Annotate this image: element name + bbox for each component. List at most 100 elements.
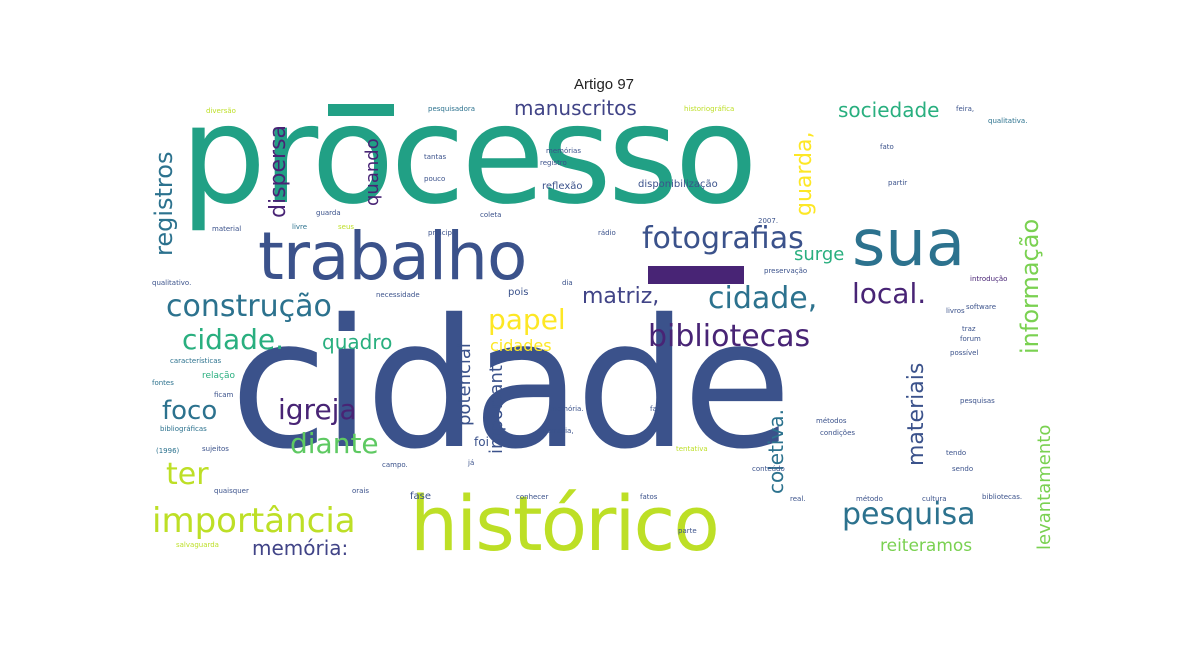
word-registros: registros (152, 151, 178, 256)
word-campo: campo. (382, 461, 408, 469)
word-pesquisadora: pesquisadora (428, 105, 476, 113)
word-materiais: materiais (904, 362, 929, 466)
word-cidade-dot: cidade. (182, 323, 285, 356)
word-orais: orais (352, 487, 370, 495)
word-conhecer: conhecer (516, 493, 549, 501)
word-dispersa: dispersa (266, 124, 291, 218)
word-conteudo: conteúdo (752, 465, 785, 473)
word-potencial: potencial (454, 343, 475, 426)
word-importante: importante (486, 353, 507, 454)
word-ano-1996: (1996) (156, 447, 180, 455)
word-coletiva: coletiva. (764, 409, 788, 494)
chart-title: Artigo 97 (573, 76, 635, 93)
word-faz: faz (650, 405, 661, 413)
word-fato: fato (880, 143, 894, 151)
word-pouco: pouco (424, 175, 446, 183)
word-fontes: fontes (152, 379, 174, 387)
word-metodo: método (856, 495, 883, 503)
word-levantamento: levantamento (1034, 424, 1055, 550)
word-sendo: sendo (952, 465, 974, 473)
word-ano-2007: 2007. (758, 217, 779, 225)
word-importancia: importância (152, 501, 356, 541)
word-construcao: construção (166, 289, 332, 324)
word-salvaguarda: salvaguarda (176, 541, 219, 549)
word-bibliotecas: bibliotecas (648, 319, 811, 354)
word-radio: rádio (598, 229, 616, 237)
dash-mark (648, 266, 744, 284)
word-ja: já (468, 459, 475, 467)
word-memoria: memória: (252, 536, 349, 560)
word-disponibilizacao: disponibilização (638, 179, 718, 190)
word-ter: ter (166, 457, 209, 492)
word-introducao: introdução (970, 275, 1008, 283)
word-historico: histórico (410, 479, 720, 562)
word-igreja: igreja (278, 393, 357, 426)
word-tentativa: tentativa (676, 445, 708, 453)
word-fase: fase (410, 491, 432, 502)
word-fatos: fatos (640, 493, 658, 501)
word-pesquisa: pesquisa (842, 497, 976, 532)
word-memoria-small2: memória, (540, 427, 574, 435)
word-diversao: diversão (206, 107, 236, 115)
word-quando: quando (362, 138, 383, 206)
word-trabalho: trabalho (258, 218, 527, 295)
word-cidades: cidades (490, 336, 552, 355)
word-guarda: guarda, (792, 131, 817, 217)
word-cidade-comma: cidade, (708, 281, 818, 316)
word-dia: dia (562, 279, 573, 287)
word-quadro: quadro (322, 330, 393, 354)
word-possivel: possível (950, 349, 979, 357)
word-guarda-small: guarda (316, 209, 341, 217)
word-caracteristicas: características (170, 357, 222, 365)
word-principal: principal (428, 229, 459, 237)
word-foi: foi (474, 435, 489, 449)
word-sua: sua (852, 207, 966, 281)
word-seus: seus (338, 223, 355, 231)
word-condicoes: condições (820, 429, 856, 437)
word-pesquisas: pesquisas (960, 397, 995, 405)
word-fotografias: fotografias (642, 221, 804, 256)
word-papel: papel (488, 303, 566, 336)
word-traz: traz (962, 325, 976, 333)
macron-mark (328, 104, 394, 116)
word-diante: diante (290, 427, 379, 460)
word-registro: registro (540, 159, 567, 167)
word-coleta: coleta (480, 211, 502, 219)
word-processo: processo (180, 96, 758, 235)
word-bibliograficas: bibliográficas (160, 425, 207, 433)
word-metodos: métodos (816, 417, 847, 425)
word-matriz: matriz, (582, 284, 660, 309)
word-partir: partir (888, 179, 908, 187)
word-livros: livros (946, 307, 965, 315)
word-manuscritos: manuscritos (514, 96, 637, 120)
word-tantas: tantas (424, 153, 447, 161)
word-parte: parte (678, 527, 697, 535)
word-qualitativa: qualitativa. (988, 117, 1028, 125)
word-memoria-small: memória. (550, 405, 584, 413)
word-feira: feira, (956, 105, 975, 113)
word-material: material (212, 225, 242, 233)
word-reiteramos: reiteramos (880, 536, 973, 556)
word-memorias: memórias (546, 147, 581, 155)
word-reflexao: reflexão (542, 181, 583, 192)
word-livre: livre (292, 223, 308, 231)
word-qualitativo: qualitativo. (152, 279, 192, 287)
word-forum: forum (960, 335, 981, 343)
word-ficam: ficam (214, 391, 234, 399)
word-tendo: tendo (946, 449, 967, 457)
word-quaisquer: quaisquer (214, 487, 249, 495)
word-software: software (966, 303, 997, 311)
word-surge: surge (794, 244, 845, 265)
word-preservacao: preservação (764, 267, 808, 275)
word-necessidade: necessidade (376, 291, 420, 299)
word-foco: foco (162, 396, 218, 426)
word-relacao: relação (202, 371, 236, 381)
word-informacao: informação (1016, 218, 1044, 354)
word-sociedade: sociedade (838, 98, 940, 122)
word-cidade: cidade (230, 281, 792, 488)
word-pois: pois (508, 287, 529, 298)
word-bibliotecas-small: bibliotecas. (982, 493, 1023, 501)
word-cultura: cultura (922, 495, 947, 503)
word-sujeitos: sujeitos (202, 445, 229, 453)
word-historiografica: historiográfica (684, 105, 735, 113)
